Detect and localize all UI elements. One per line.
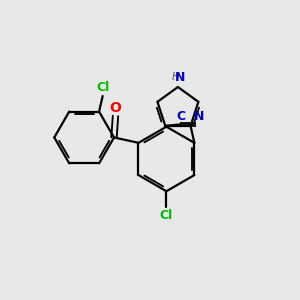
Text: H: H (172, 72, 179, 82)
Text: Cl: Cl (160, 208, 173, 222)
Text: O: O (110, 100, 122, 115)
Text: Cl: Cl (96, 81, 109, 94)
Text: C: C (176, 110, 185, 122)
Text: N: N (194, 110, 205, 122)
Text: N: N (175, 71, 185, 84)
